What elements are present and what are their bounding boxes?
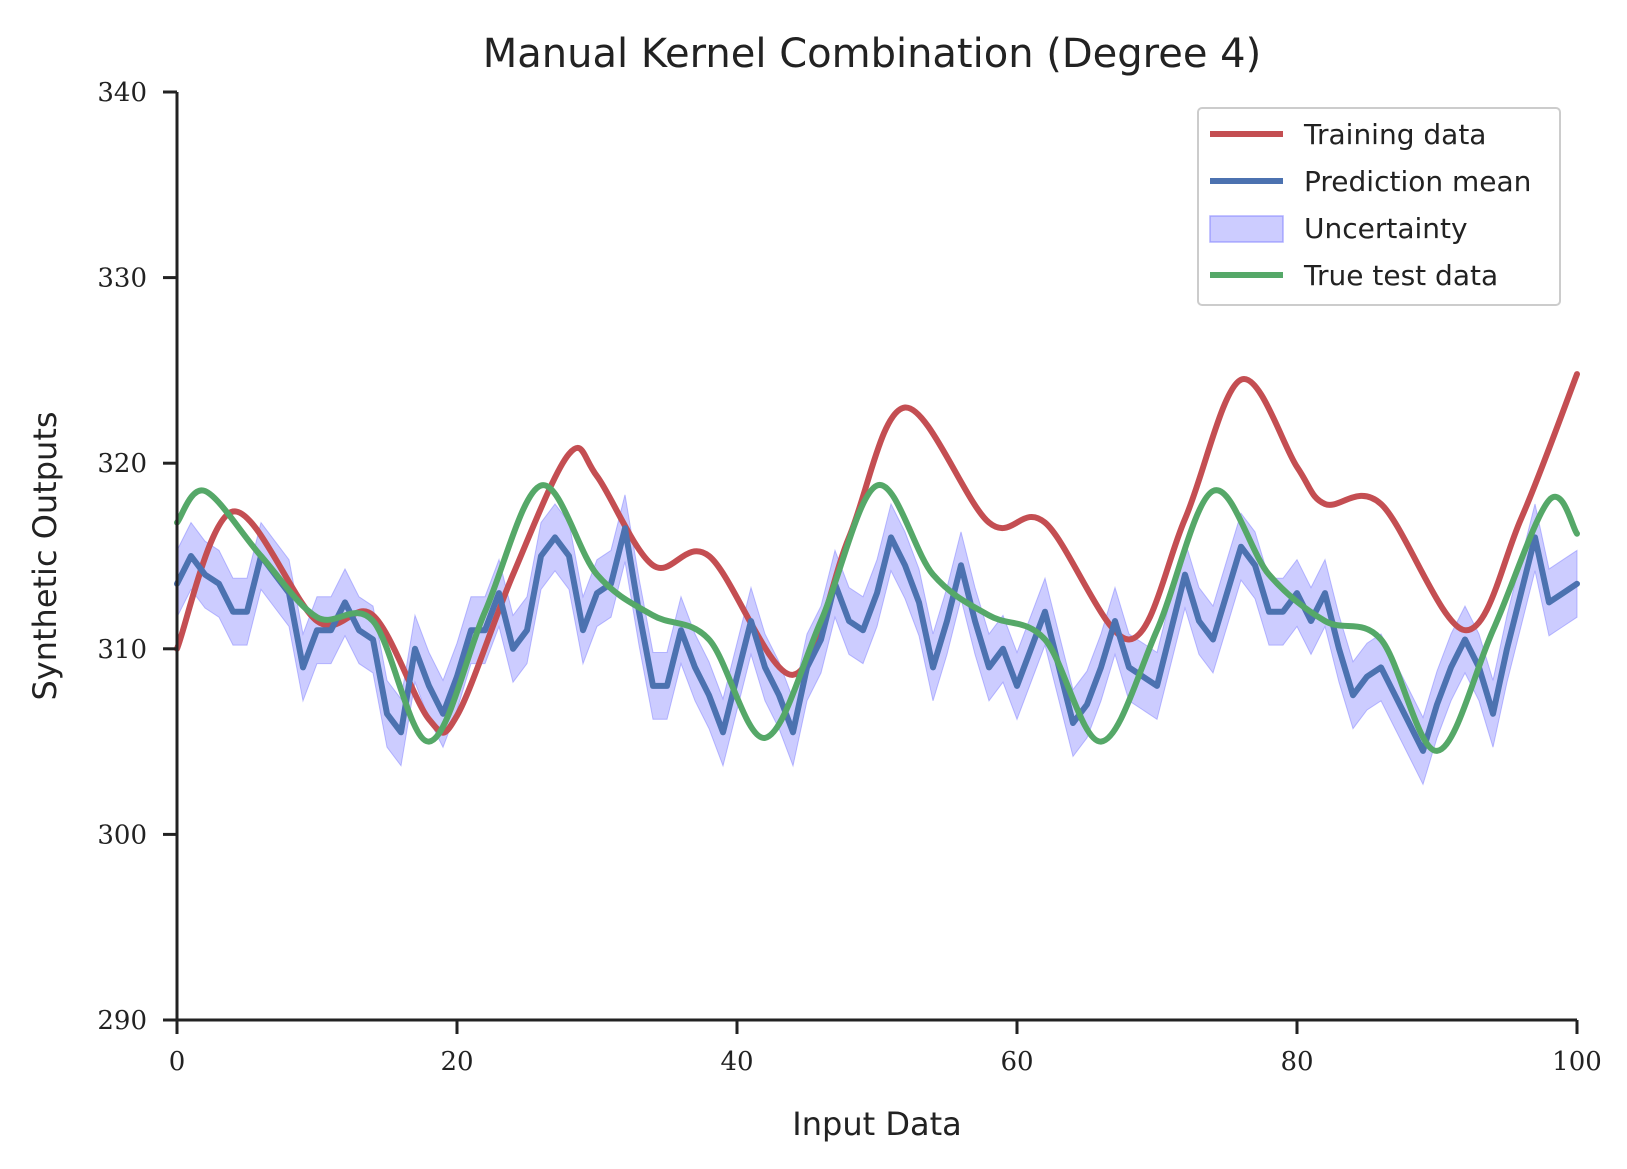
series-line-prediction-mean (174, 525, 1580, 754)
x-tick-label: 0 (169, 1047, 186, 1077)
x-tick-label: 40 (720, 1047, 753, 1077)
uncertainty-band (176, 494, 1578, 786)
series-line-true-test-data (174, 482, 1580, 754)
x-axis-label: Input Data (792, 1105, 961, 1143)
y-tick-label: 310 (97, 635, 147, 665)
y-tick-label: 330 (97, 264, 147, 294)
x-tick-label: 20 (440, 1047, 473, 1077)
legend-frame (1197, 107, 1561, 306)
y-tick-label: 300 (97, 820, 147, 850)
plot-area (174, 371, 1580, 786)
chart-title: Manual Kernel Combination (Degree 4) (483, 31, 1261, 77)
y-tick-label: 320 (97, 449, 147, 479)
legend: Training data Prediction mean Uncertaint… (1197, 107, 1561, 306)
legend-swatch-uncertainty (1209, 215, 1284, 243)
x-tick-label: 60 (1000, 1047, 1033, 1077)
x-tick-label: 80 (1280, 1047, 1313, 1077)
x-tick-label: 100 (1552, 1047, 1602, 1077)
legend-label-training-data: Training data (1303, 118, 1486, 151)
x-axis-ticks: 0 20 40 60 80 100 (169, 1020, 1602, 1077)
y-axis-ticks: 290 300 310 320 330 340 (97, 78, 177, 1036)
y-tick-label: 340 (97, 78, 147, 108)
legend-label-true-test-data: True test data (1303, 259, 1498, 292)
y-axis-label: Synthetic Outputs (26, 411, 64, 700)
y-tick-label: 290 (97, 1006, 147, 1036)
legend-label-prediction-mean: Prediction mean (1304, 165, 1531, 198)
legend-label-uncertainty: Uncertainty (1304, 212, 1468, 245)
